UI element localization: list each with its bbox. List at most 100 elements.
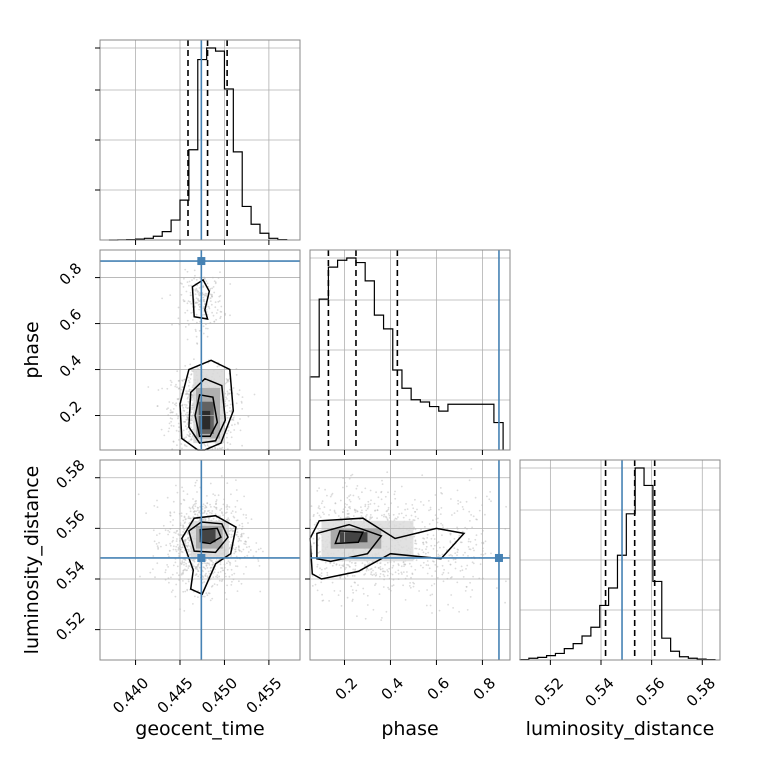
scatter-point: [387, 506, 390, 509]
scatter-point: [172, 545, 175, 548]
scatter-point: [187, 580, 190, 583]
scatter-point: [177, 306, 180, 309]
scatter-point: [195, 287, 198, 290]
scatter-point: [208, 307, 211, 310]
scatter-point: [194, 505, 197, 508]
scatter-point: [362, 587, 365, 590]
scatter-point: [194, 595, 196, 598]
scatter-point: [189, 300, 191, 303]
scatter-point: [365, 515, 367, 518]
scatter-point: [210, 294, 213, 297]
scatter-point: [187, 544, 190, 547]
scatter-point: [241, 522, 244, 525]
scatter-point: [204, 292, 207, 295]
scatter-point: [385, 510, 388, 513]
scatter-point: [174, 548, 177, 551]
scatter-point: [207, 570, 210, 573]
scatter-point: [189, 433, 192, 436]
scatter-point: [186, 427, 189, 429]
scatter-point: [440, 507, 443, 509]
scatter-point: [190, 437, 193, 440]
scatter-point: [191, 408, 194, 411]
scatter-point: [156, 506, 159, 508]
scatter-point: [384, 503, 386, 506]
contour-0-1-1: [179, 359, 235, 451]
scatter-point: [189, 507, 192, 510]
scatter-point: [409, 586, 412, 589]
scatter-point: [186, 411, 189, 414]
scatter-point: [438, 555, 441, 557]
scatter-point: [424, 526, 426, 528]
scatter-point: [379, 573, 382, 575]
scatter-point: [480, 533, 483, 535]
scatter-point: [346, 516, 349, 518]
scatter-point: [230, 533, 233, 536]
scatter-point: [228, 410, 231, 412]
scatter-point: [184, 393, 187, 396]
scatter-point: [242, 532, 245, 535]
scatter-point: [320, 568, 323, 571]
scatter-point: [182, 571, 185, 574]
scatter-point: [157, 548, 160, 550]
scatter-point: [175, 429, 178, 432]
scatter-point: [171, 524, 174, 527]
scatter-point: [166, 387, 169, 390]
scatter-point: [342, 511, 344, 513]
scatter-point: [412, 507, 415, 510]
scatter-point: [215, 312, 218, 314]
xtick-label-phase: 0.6: [424, 674, 454, 704]
scatter-point: [361, 509, 363, 512]
scatter-point: [180, 550, 183, 553]
scatter-point: [161, 297, 164, 300]
scatter-point: [453, 537, 456, 540]
scatter-point: [181, 403, 184, 406]
scatter-point: [176, 543, 179, 546]
scatter-point: [206, 567, 209, 569]
scatter-point: [186, 423, 189, 425]
scatter-point: [349, 494, 352, 496]
scatter-point: [236, 590, 239, 592]
scatter-point: [206, 510, 209, 512]
scatter-point: [465, 500, 468, 503]
scatter-point: [454, 552, 457, 555]
scatter-point: [175, 545, 178, 548]
scatter-point: [241, 396, 244, 398]
scatter-point: [316, 512, 319, 514]
scatter-point: [215, 575, 217, 578]
scatter-point: [245, 517, 248, 519]
scatter-point: [368, 562, 371, 564]
scatter-point: [161, 387, 164, 390]
scatter-point: [183, 516, 186, 519]
scatter-point: [384, 563, 386, 566]
scatter-point: [387, 570, 389, 573]
scatter-point: [190, 373, 193, 376]
scatter-point: [505, 505, 507, 508]
scatter-point: [229, 431, 232, 434]
scatter-point: [342, 508, 345, 511]
scatter-point: [230, 568, 233, 571]
scatter-point: [328, 514, 330, 516]
scatter-point: [482, 553, 485, 556]
scatter-point: [203, 298, 206, 301]
scatter-point: [171, 573, 174, 576]
xtick-label-luminosity-distance: 0.54: [581, 674, 617, 710]
scatter-point: [456, 581, 459, 584]
scatter-point: [193, 565, 195, 568]
scatter-point: [172, 408, 175, 410]
scatter-point: [364, 563, 366, 566]
contour-1-2-2: [316, 523, 383, 563]
scatter-point: [172, 536, 175, 539]
scatter-point: [318, 537, 321, 540]
scatter-point: [229, 314, 231, 317]
scatter-point: [214, 513, 217, 515]
scatter-point: [420, 528, 422, 531]
scatter-point: [220, 507, 223, 510]
scatter-point: [209, 599, 212, 602]
scatter-point: [184, 539, 187, 542]
scatter-point: [247, 415, 250, 418]
scatter-point: [169, 511, 172, 514]
scatter-point: [363, 573, 365, 576]
scatter-point: [169, 544, 172, 547]
scatter-point: [311, 585, 314, 587]
scatter-point: [211, 584, 214, 587]
